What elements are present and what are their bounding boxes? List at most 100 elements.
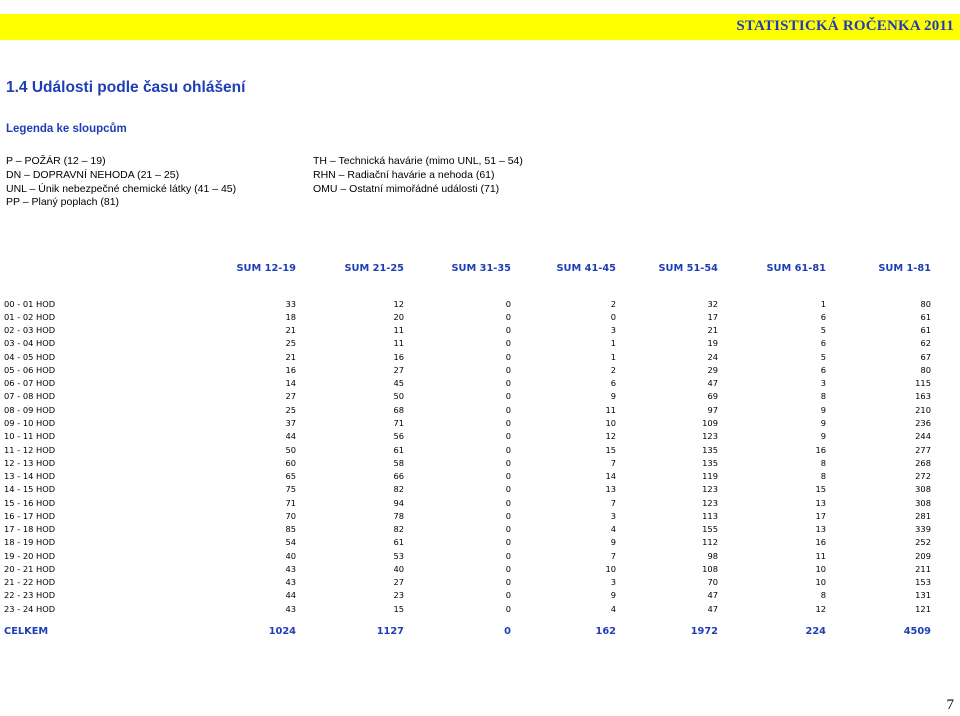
table-cell: 27 (393, 364, 404, 375)
table-cell: 58 (393, 457, 404, 468)
table-cell: 308 (915, 497, 931, 508)
table-cell: 0 (505, 431, 511, 442)
row-label: 05 - 06 HOD (4, 364, 56, 375)
table-cell: 109 (702, 418, 718, 429)
table-row: 21 - 22 HOD 43 27 0 3 70 10 153 (4, 576, 931, 589)
table-cell: 0 (505, 457, 511, 468)
table-cell: 43 (285, 563, 296, 574)
table-cell: 113 (702, 510, 718, 521)
table-cell: 0 (505, 364, 511, 375)
table-cell: 68 (393, 404, 404, 415)
row-label: 12 - 13 HOD (4, 457, 56, 468)
table-row: 08 - 09 HOD 25 68 0 11 97 9 210 (4, 403, 931, 416)
legend-item: DN – DOPRAVNÍ NEHODA (21 – 25) (6, 168, 180, 181)
row-label: 18 - 19 HOD (4, 537, 56, 548)
table-cell: 71 (285, 497, 296, 508)
table-cell: 16 (393, 351, 404, 362)
column-header: SUM 41-45 (556, 262, 616, 274)
total-cell: 162 (595, 626, 616, 638)
table-cell: 0 (505, 298, 511, 309)
table-cell: 61 (393, 444, 404, 455)
table-cell: 3 (820, 378, 826, 389)
table-cell: 97 (707, 404, 718, 415)
total-label: CELKEM (4, 626, 49, 638)
table-cell: 27 (393, 577, 404, 588)
table-cell: 80 (920, 364, 931, 375)
table-cell: 65 (285, 471, 296, 482)
table-cell: 0 (505, 471, 511, 482)
table-cell: 75 (285, 484, 296, 495)
table-cell: 61 (393, 537, 404, 548)
table-row: 10 - 11 HOD 44 56 0 12 123 9 244 (4, 430, 931, 443)
table-cell: 8 (820, 471, 826, 482)
table-cell: 281 (915, 510, 931, 521)
table-cell: 25 (285, 338, 296, 349)
table-cell: 24 (707, 351, 718, 362)
table-cell: 7 (610, 550, 616, 561)
total-cell: 4509 (903, 626, 931, 638)
table-cell: 40 (285, 550, 296, 561)
table-cell: 112 (702, 537, 718, 548)
table-row: 04 - 05 HOD 21 16 0 1 24 5 67 (4, 350, 931, 363)
row-label: 02 - 03 HOD (4, 325, 56, 336)
table-cell: 2 (610, 298, 616, 309)
table-cell: 0 (505, 603, 511, 614)
table-cell: 3 (610, 577, 616, 588)
table-body: 00 - 01 HOD 33 12 0 2 32 1 80 01 - 02 HOD 18 20 0 0 1… (4, 280, 931, 638)
table-cell: 45 (393, 378, 404, 389)
table-cell: 0 (505, 418, 511, 429)
total-row: CELKEM 1024 1127 0 162 1972 224 4509 (4, 615, 931, 637)
table-cell: 14 (605, 471, 616, 482)
table-cell: 6 (820, 311, 826, 322)
table-cell: 66 (393, 471, 404, 482)
header-title: STATISTICKÁ ROČENKA 2011 (736, 18, 954, 34)
table-cell: 2 (610, 364, 616, 375)
table-cell: 10 (815, 577, 826, 588)
column-header: SUM 12-19 (236, 262, 296, 274)
table-header-row: SUM 12-19 SUM 21-25 SUM 31-35 SUM 41-45 … (4, 256, 931, 280)
table-row: 18 - 19 HOD 54 61 0 9 112 16 252 (4, 536, 931, 549)
table-cell: 6 (610, 378, 616, 389)
table-cell: 37 (285, 418, 296, 429)
table-cell: 0 (505, 537, 511, 548)
table-cell: 60 (285, 457, 296, 468)
table-cell: 15 (815, 484, 826, 495)
column-header: SUM 31-35 (451, 262, 511, 274)
row-label: 20 - 21 HOD (4, 563, 56, 574)
legend-item: TH – Technická havárie (mimo UNL, 51 – 5… (313, 155, 523, 167)
table-cell: 1 (610, 338, 616, 349)
total-cell: 224 (805, 626, 826, 638)
table-cell: 210 (915, 404, 931, 415)
total-cell: 1972 (690, 626, 718, 638)
table-cell: 61 (920, 325, 931, 336)
table-row: 02 - 03 HOD 21 11 0 3 21 5 61 (4, 324, 931, 337)
table-cell: 5 (820, 325, 826, 336)
legend-item: PP – Planý poplach (81) (6, 196, 120, 209)
table-cell: 98 (707, 550, 718, 561)
table-cell: 244 (915, 431, 931, 442)
row-label: 17 - 18 HOD (4, 524, 56, 535)
table-row: 23 - 24 HOD 43 15 0 4 47 12 121 (4, 602, 931, 615)
table-cell: 0 (505, 311, 511, 322)
table-cell: 14 (285, 378, 296, 389)
legend-item: OMU – Ostatní mimořádné události (71) (313, 182, 500, 195)
table-cell: 44 (285, 590, 296, 601)
table-cell: 9 (610, 590, 616, 601)
table-cell: 6 (820, 338, 826, 349)
table-cell: 1 (820, 298, 826, 309)
table-row: 13 - 14 HOD 65 66 0 14 119 8 272 (4, 469, 931, 482)
table-cell: 9 (820, 431, 826, 442)
row-label: 00 - 01 HOD (4, 298, 56, 309)
row-label: 21 - 22 HOD (4, 577, 56, 588)
table-row: 15 - 16 HOD 71 94 0 7 123 13 308 (4, 496, 931, 509)
row-label: 16 - 17 HOD (4, 510, 56, 521)
table-cell: 13 (815, 524, 826, 535)
table-row: 00 - 01 HOD 33 12 0 2 32 1 80 (4, 297, 931, 310)
table-cell: 0 (505, 550, 511, 561)
table-cell: 121 (915, 603, 931, 614)
table-cell: 8 (820, 391, 826, 402)
table-cell: 0 (505, 590, 511, 601)
table-cell: 9 (820, 418, 826, 429)
table-cell: 40 (393, 563, 404, 574)
row-label: 03 - 04 HOD (4, 338, 56, 349)
